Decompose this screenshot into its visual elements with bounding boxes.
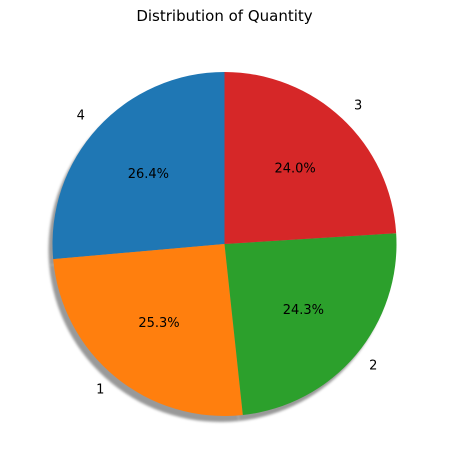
pie-labels: 4 26.4% 1 25.3% 2 24.3% 3 24.0% <box>77 99 378 398</box>
percent-label-2: 24.3% <box>283 303 324 318</box>
slice-label-1: 1 <box>96 383 104 398</box>
pie-slice-2 <box>224 233 397 416</box>
pie-slice-3 <box>224 72 397 244</box>
pie-slice-4 <box>52 72 225 260</box>
slice-label-3: 3 <box>354 99 362 114</box>
slice-label-2: 2 <box>369 358 377 373</box>
pie-slice-1 <box>53 244 243 416</box>
slice-label-4: 4 <box>77 109 85 124</box>
chart-title: Distribution of Quantity <box>136 7 312 25</box>
percent-label-4: 26.4% <box>128 167 169 182</box>
percent-label-1: 25.3% <box>138 316 179 331</box>
percent-label-3: 24.0% <box>274 161 315 176</box>
pie-slices <box>52 72 397 416</box>
